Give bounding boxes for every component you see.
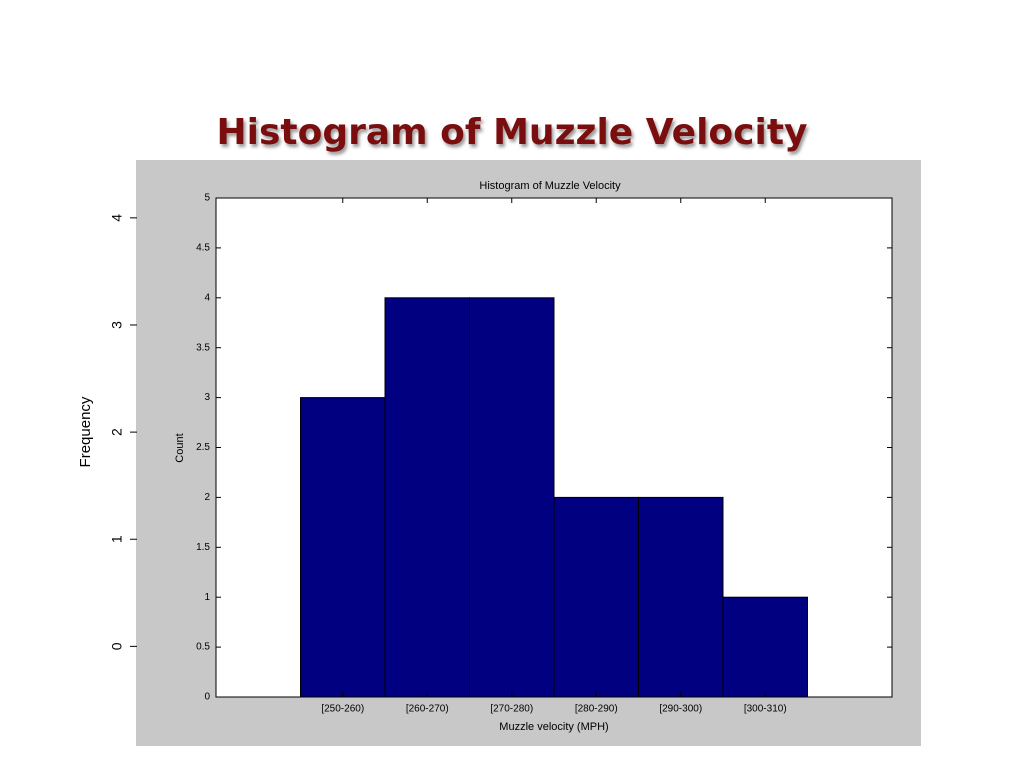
outer-y-tick-label: 3	[109, 321, 125, 329]
y-tick-label: 4.5	[196, 243, 210, 254]
y-tick-label: 3	[204, 392, 210, 403]
bar	[300, 397, 386, 698]
y-tick-label: 2.5	[196, 442, 210, 453]
x-axis-label: Muzzle velocity (MPH)	[499, 721, 608, 733]
y-tick-label: 0.5	[196, 642, 210, 653]
bar	[469, 297, 555, 698]
y-tick-label: 2	[204, 492, 210, 503]
x-tick-label: [280-290)	[575, 704, 618, 715]
y-tick-label: 3.5	[196, 342, 210, 353]
outer-y-tick-label: 2	[109, 428, 125, 436]
bar	[553, 496, 639, 698]
y-tick-label: 0	[204, 692, 210, 703]
outer-y-tick-label: 4	[109, 214, 125, 222]
y-tick-label: 1.5	[196, 542, 210, 553]
y-axis-label: Count	[174, 433, 186, 462]
outer-y-tick-label: 1	[109, 535, 125, 543]
x-tick-label: [260-270)	[406, 704, 449, 715]
x-tick-label: [250-260)	[321, 704, 364, 715]
x-tick-label: [300-310)	[744, 704, 787, 715]
x-tick-label: [290-300)	[659, 704, 702, 715]
outer-y-axis-label: Frequency	[77, 396, 94, 467]
bar	[638, 496, 724, 698]
y-tick-label: 4	[204, 292, 210, 303]
y-tick-label: 5	[204, 193, 210, 204]
y-tick-label: 1	[204, 592, 210, 603]
plot-title: Histogram of Muzzle Velocity	[479, 180, 621, 192]
slide-title: Histogram of Muzzle Velocity	[216, 112, 807, 153]
bar	[722, 596, 808, 698]
outer-y-tick-label: 0	[109, 642, 125, 650]
x-tick-label: [270-280)	[490, 704, 533, 715]
bar	[384, 297, 470, 698]
